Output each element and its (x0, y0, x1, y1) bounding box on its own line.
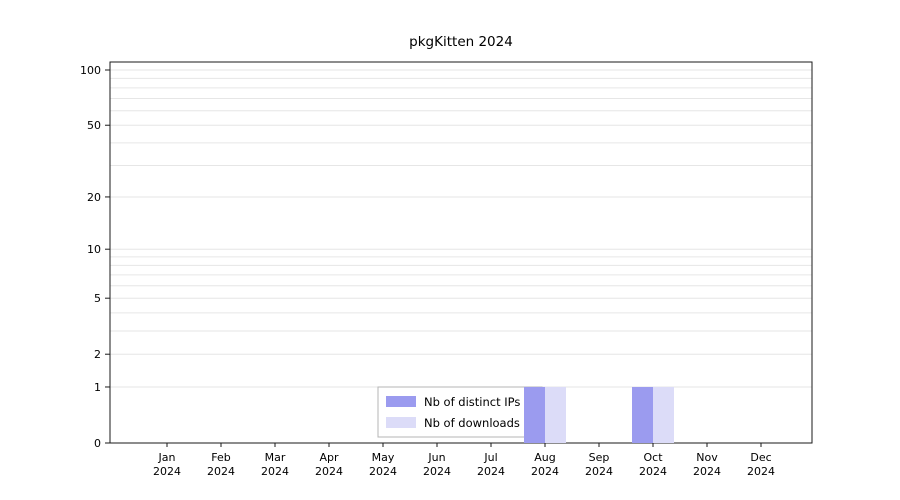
x-tick-label-month: Dec (750, 451, 771, 464)
x-tick-label-month: Jun (427, 451, 445, 464)
x-tick-label-year: 2024 (153, 465, 181, 478)
legend: Nb of distinct IPs Nb of downloads (386, 395, 520, 430)
x-tick-label-month: May (372, 451, 395, 464)
x-tick-label-year: 2024 (747, 465, 775, 478)
gridlines (110, 69, 812, 388)
x-tick-label-month: Aug (534, 451, 555, 464)
chart-title: pkgKitten 2024 (409, 34, 513, 50)
y-tick-label: 100 (80, 64, 101, 77)
x-tick-label-month: Jan (158, 451, 176, 464)
y-tick-label: 20 (87, 191, 101, 204)
legend-label-distinct-ips: Nb of distinct IPs (424, 395, 520, 409)
x-tick-label-month: Nov (696, 451, 718, 464)
x-tick-label-year: 2024 (423, 465, 451, 478)
bar-distinct-ips (524, 386, 545, 443)
y-tick-label: 2 (94, 348, 101, 361)
legend-swatch-distinct-ips (386, 396, 416, 407)
y-axis: 0 1 2 5 10 20 50 100 (80, 64, 110, 450)
x-tick-label-month: Apr (319, 451, 339, 464)
legend-swatch-downloads (386, 417, 416, 428)
bars (524, 386, 674, 443)
bar-downloads (545, 386, 566, 443)
y-tick-label: 0 (94, 437, 101, 450)
x-tick-label-year: 2024 (693, 465, 721, 478)
x-tick-label-year: 2024 (585, 465, 613, 478)
plot-frame (109, 61, 813, 444)
x-tick-label-year: 2024 (369, 465, 397, 478)
x-axis: Jan2024Feb2024Mar2024Apr2024May2024Jun20… (153, 443, 775, 478)
y-tick-label: 50 (87, 119, 101, 132)
x-tick-label-year: 2024 (315, 465, 343, 478)
y-tick-label: 10 (87, 243, 101, 256)
legend-label-downloads: Nb of downloads (424, 416, 520, 430)
x-tick-label-year: 2024 (261, 465, 289, 478)
x-tick-label-month: Sep (589, 451, 610, 464)
x-tick-label-month: Feb (211, 451, 230, 464)
y-tick-label: 5 (94, 292, 101, 305)
x-tick-label-year: 2024 (207, 465, 235, 478)
x-tick-label-year: 2024 (477, 465, 505, 478)
x-tick-label-month: Mar (265, 451, 286, 464)
bar-downloads (653, 386, 674, 443)
x-tick-label-month: Jul (483, 451, 497, 464)
x-tick-label-year: 2024 (639, 465, 667, 478)
x-tick-label-month: Oct (643, 451, 663, 464)
bar-distinct-ips (632, 386, 653, 443)
y-tick-label: 1 (94, 381, 101, 394)
x-tick-label-year: 2024 (531, 465, 559, 478)
